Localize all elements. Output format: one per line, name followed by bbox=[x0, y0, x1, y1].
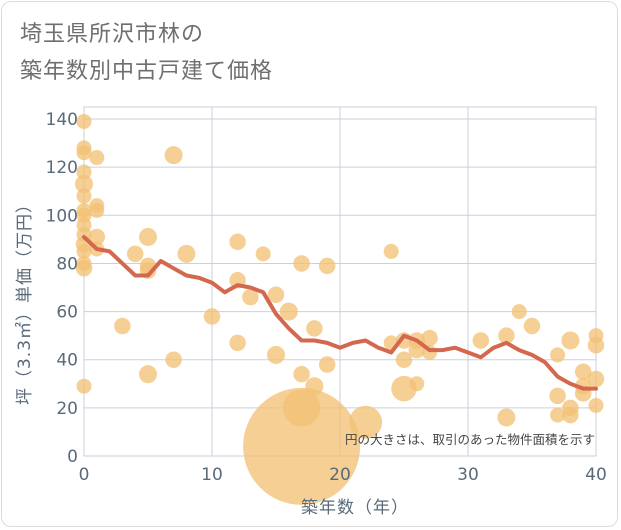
data-point bbox=[550, 347, 566, 363]
title-line-1: 埼玉県所沢市林の bbox=[20, 22, 205, 47]
data-point bbox=[497, 408, 516, 427]
data-point bbox=[242, 288, 259, 306]
y-tick-label: 80 bbox=[56, 254, 78, 274]
data-point bbox=[75, 175, 93, 194]
data-point bbox=[89, 202, 105, 218]
data-point bbox=[76, 188, 92, 204]
data-point bbox=[126, 245, 144, 263]
data-point bbox=[76, 145, 92, 161]
data-point bbox=[318, 356, 336, 373]
data-point bbox=[279, 302, 298, 321]
data-point bbox=[139, 227, 157, 246]
data-point bbox=[164, 146, 183, 165]
data-point bbox=[383, 243, 399, 259]
data-point bbox=[550, 407, 566, 423]
x-axis-label: 築年数（年） bbox=[301, 498, 409, 518]
data-point bbox=[549, 387, 566, 405]
data-point bbox=[267, 286, 285, 303]
y-tick-label: 40 bbox=[56, 351, 78, 371]
data-point bbox=[395, 351, 413, 368]
data-point bbox=[349, 405, 383, 439]
data-point bbox=[293, 365, 310, 383]
x-tick-label: 0 bbox=[79, 465, 90, 485]
data-point bbox=[523, 317, 541, 335]
data-point bbox=[587, 337, 605, 354]
y-axis-label: 坪（3.3㎡）単価（万円） bbox=[15, 195, 35, 405]
data-point bbox=[588, 397, 604, 413]
y-tick-label: 60 bbox=[56, 303, 78, 323]
chart-title: 埼玉県所沢市林の 築年数別中古戸建て価格 bbox=[20, 16, 273, 90]
x-tick-label: 30 bbox=[457, 465, 479, 485]
data-point bbox=[409, 376, 425, 392]
size-note: 円の大きさは、取引のあった物件面積を示す bbox=[345, 432, 595, 447]
data-point bbox=[89, 150, 105, 166]
data-point bbox=[587, 370, 605, 388]
data-point bbox=[203, 308, 221, 325]
y-tick-label: 140 bbox=[46, 110, 78, 130]
data-point bbox=[76, 113, 92, 129]
data-point bbox=[472, 332, 490, 349]
data-point bbox=[255, 246, 271, 262]
data-point bbox=[229, 233, 246, 251]
data-point bbox=[76, 378, 92, 394]
data-point bbox=[139, 365, 157, 384]
tick-layer: 0 20 40 60 80 100 120 140 0 10 20 30 40 bbox=[46, 110, 607, 485]
data-point bbox=[267, 345, 285, 364]
y-tick-label: 100 bbox=[46, 206, 78, 226]
data-point bbox=[561, 331, 580, 350]
y-tick-label: 20 bbox=[56, 399, 78, 419]
data-point bbox=[498, 327, 515, 344]
y-tick-label: 0 bbox=[67, 447, 78, 467]
data-point bbox=[305, 377, 324, 396]
data-point bbox=[229, 334, 246, 352]
data-point bbox=[88, 228, 106, 246]
x-tick-label: 40 bbox=[585, 465, 607, 485]
data-point bbox=[421, 329, 438, 347]
x-tick-label: 20 bbox=[329, 465, 351, 485]
data-point bbox=[293, 255, 310, 272]
data-point bbox=[306, 320, 323, 337]
trend-layer bbox=[82, 235, 598, 391]
data-point bbox=[75, 260, 93, 277]
title-line-2: 築年数別中古戸建て価格 bbox=[20, 59, 274, 84]
x-tick-label: 10 bbox=[201, 465, 223, 485]
trend-line bbox=[82, 235, 598, 391]
data-point bbox=[243, 387, 361, 505]
data-point bbox=[511, 304, 527, 320]
data-point bbox=[562, 406, 579, 424]
data-point bbox=[76, 243, 92, 259]
y-tick-label: 120 bbox=[46, 158, 78, 178]
bubble-layer bbox=[75, 113, 605, 505]
data-point bbox=[177, 244, 196, 263]
data-point bbox=[165, 351, 182, 368]
data-point bbox=[318, 257, 336, 275]
data-point bbox=[114, 317, 131, 335]
data-point bbox=[574, 363, 592, 381]
data-point bbox=[76, 164, 92, 180]
